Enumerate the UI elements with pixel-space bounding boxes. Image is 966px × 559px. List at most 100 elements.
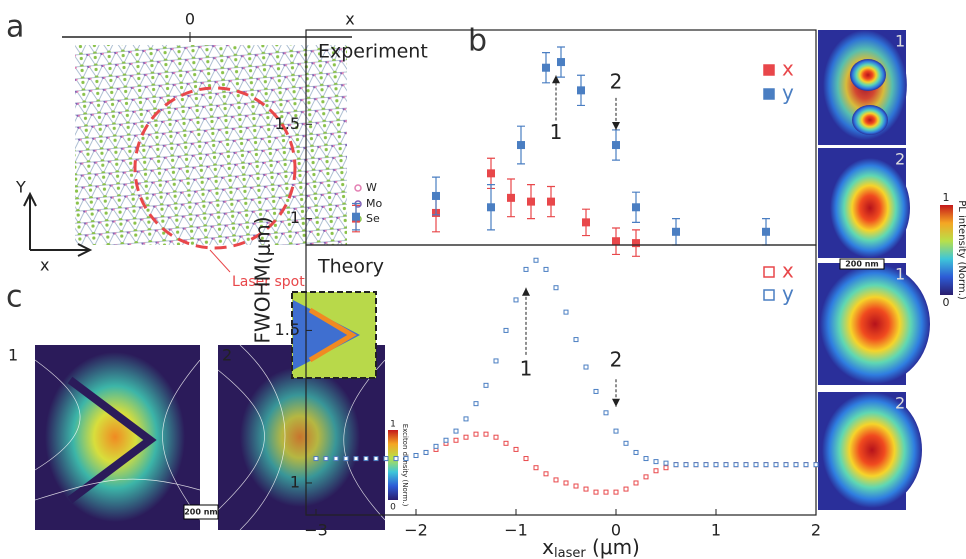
point <box>663 460 669 466</box>
point <box>487 203 495 212</box>
point <box>433 443 439 449</box>
streamlines <box>34 344 386 531</box>
point <box>547 197 555 206</box>
chart-title: Experiment <box>318 41 428 63</box>
point <box>483 431 489 437</box>
legend-swatch <box>763 289 775 301</box>
legend-label: y <box>782 282 794 306</box>
x-tick-label: 0 <box>611 521 621 540</box>
scale-bar <box>183 504 219 520</box>
axes-arrows <box>23 191 93 257</box>
colorbar-max: 1 <box>943 191 950 204</box>
panel-label: c <box>6 280 23 315</box>
point <box>463 434 469 440</box>
point <box>663 465 669 471</box>
point <box>513 446 519 452</box>
point <box>557 58 565 67</box>
arrow-head <box>612 398 620 407</box>
point <box>453 437 459 443</box>
point <box>673 462 679 468</box>
point <box>643 474 649 480</box>
point <box>593 489 599 495</box>
laser-spot <box>133 86 297 250</box>
point <box>743 462 749 468</box>
legend-label: W <box>366 181 377 194</box>
x-tick-label: 1 <box>711 521 721 540</box>
point <box>643 456 649 462</box>
point <box>583 364 589 370</box>
y-axis-label: FWOHM(μm) <box>251 216 275 343</box>
legend-label: Mo <box>366 197 382 210</box>
point <box>553 285 559 291</box>
point <box>793 462 799 468</box>
x-axis-label-part: x <box>542 535 554 559</box>
annotation: 2 <box>610 347 623 371</box>
y-tick-label: 1.5 <box>275 114 300 133</box>
annotation: 1 <box>550 120 563 144</box>
map-blob <box>45 352 185 522</box>
point <box>762 227 770 236</box>
point <box>683 462 689 468</box>
legend-swatch <box>763 64 775 76</box>
point <box>612 141 620 150</box>
point <box>373 456 379 462</box>
point <box>573 337 579 343</box>
map-label: 1 <box>895 32 905 51</box>
axis-origin: 0 <box>185 10 195 29</box>
arrow-head <box>612 121 620 130</box>
point <box>353 456 359 462</box>
point <box>563 480 569 486</box>
point <box>542 63 550 72</box>
y-arrow-label: Y <box>15 178 26 197</box>
point <box>493 358 499 364</box>
colorbar-label: PL intensity (Norm.) <box>956 200 966 300</box>
point <box>313 456 319 462</box>
point <box>323 456 329 462</box>
point <box>533 257 539 263</box>
point <box>527 197 535 206</box>
density-maps: 1 2 200 nm 1 0 Exciton density (Norm.) <box>8 291 409 531</box>
point <box>413 453 419 459</box>
point <box>582 218 590 227</box>
legend-label: x <box>782 259 794 283</box>
point <box>503 327 509 333</box>
point <box>763 462 769 468</box>
point <box>507 193 515 202</box>
map-label: 1 <box>8 346 18 365</box>
point <box>493 434 499 440</box>
point <box>632 239 640 248</box>
annotation: 1 <box>520 357 533 381</box>
point <box>333 456 339 462</box>
colorbar-min: 0 <box>390 503 396 513</box>
map-blob <box>240 367 360 507</box>
y-tick-label: 1 <box>290 208 300 227</box>
x-tick-label: −3 <box>304 521 328 540</box>
point <box>753 462 759 468</box>
panel-label: b <box>468 24 487 59</box>
point <box>783 462 789 468</box>
point <box>473 401 479 407</box>
map-blob <box>822 392 922 508</box>
leader-line <box>209 249 231 273</box>
inset-shape <box>293 300 360 370</box>
point <box>563 309 569 315</box>
point <box>573 483 579 489</box>
point <box>432 191 440 200</box>
map-label: 1 <box>895 265 905 284</box>
map-label: 2 <box>222 346 232 365</box>
point <box>623 440 629 446</box>
scale-bar <box>839 258 885 270</box>
x-arrow-label: x <box>40 256 49 275</box>
map-label: 2 <box>895 394 905 413</box>
point <box>383 456 389 462</box>
point <box>623 486 629 492</box>
x-axis-label: xlaser (μm) <box>542 535 640 559</box>
lattice <box>75 45 347 245</box>
stream <box>67 376 157 504</box>
point <box>487 169 495 178</box>
map-label: 2 <box>895 150 905 169</box>
y-tick-label: 1 <box>290 472 300 491</box>
colorbar-max: 1 <box>390 420 396 430</box>
chart-title: Theory <box>317 256 384 278</box>
point <box>773 462 779 468</box>
